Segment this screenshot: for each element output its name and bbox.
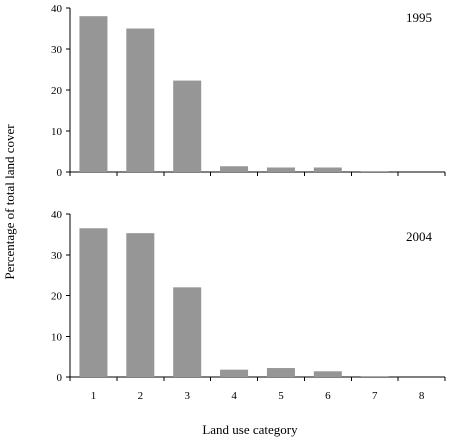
bar-2004-cat-4 [220, 369, 249, 377]
bar-2004-cat-5 [266, 368, 295, 377]
y-tick-label: 10 [51, 331, 63, 343]
y-axis-title: Percentage of total land cover [2, 124, 17, 280]
bar-2004-cat-6 [313, 371, 342, 377]
panel-label: 1995 [406, 10, 432, 25]
bar-2004-cat-7 [360, 376, 389, 377]
bar-1995-cat-7 [360, 171, 389, 172]
y-tick-label: 40 [51, 3, 63, 15]
y-tick-label: 0 [57, 372, 63, 384]
x-axis-title: Land use category [202, 422, 298, 437]
bar-1995-cat-3 [173, 80, 202, 172]
x-tick-label: 6 [325, 390, 331, 402]
x-tick-label: 7 [372, 390, 378, 402]
x-tick-label: 1 [91, 390, 97, 402]
panel-1995: 0 10 20 30 40 1995 [51, 3, 446, 179]
x-tick-label: 5 [278, 390, 284, 402]
y-tick-label: 30 [51, 44, 63, 56]
bar-1995-cat-1 [79, 16, 108, 173]
bar-2004-cat-3 [173, 287, 202, 377]
x-tick-label: 4 [231, 390, 237, 402]
bar-1995-cat-4 [220, 166, 249, 172]
x-tick-label: 8 [419, 390, 425, 402]
panel-2004: 0 10 20 30 40 1 2 3 4 5 6 7 8 2004 [51, 209, 446, 402]
bar-1995-cat-5 [266, 167, 295, 172]
panel-label: 2004 [406, 229, 433, 244]
bar-1995-cat-6 [313, 167, 342, 172]
y-tick-label: 10 [51, 126, 63, 138]
y-tick-label: 20 [51, 291, 63, 303]
y-tick-label: 40 [51, 209, 63, 221]
bar-1995-cat-2 [126, 28, 155, 172]
x-tick-label: 3 [184, 390, 190, 402]
bar-2004-cat-2 [126, 233, 155, 377]
y-tick-label: 30 [51, 250, 63, 262]
bar-2004-cat-1 [79, 228, 108, 377]
x-tick-label: 2 [138, 390, 144, 402]
y-tick-label: 0 [57, 167, 63, 179]
y-tick-label: 20 [51, 85, 63, 97]
